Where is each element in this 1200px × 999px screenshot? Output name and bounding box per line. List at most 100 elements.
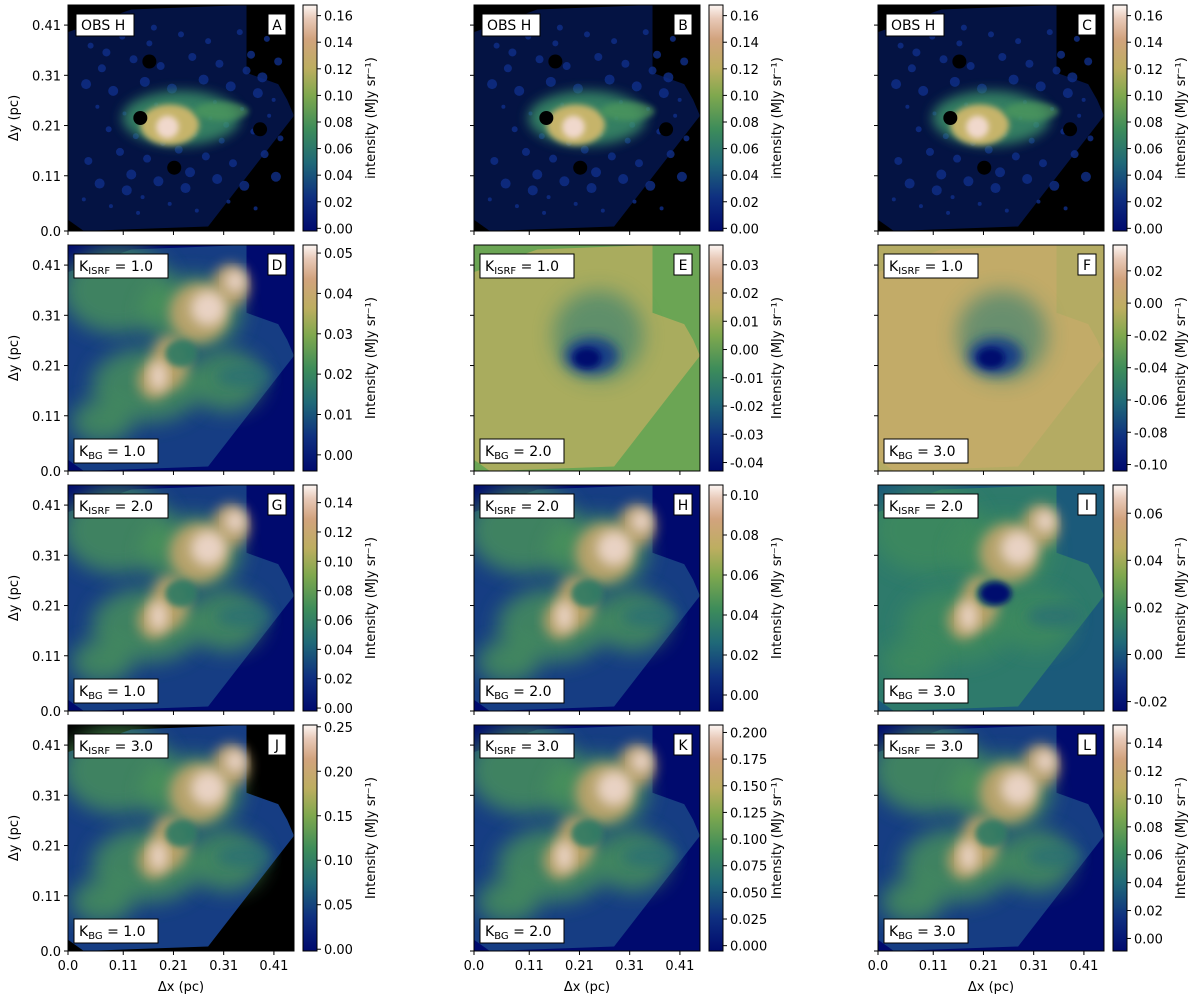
speckle bbox=[1004, 208, 1009, 213]
kbg-label: KBG = 1.0 bbox=[73, 918, 159, 944]
colorbar-tick-label: 0.150 bbox=[730, 780, 767, 795]
kbg-box bbox=[883, 678, 969, 704]
panel-frame bbox=[67, 244, 295, 472]
speckle bbox=[511, 126, 518, 133]
colorbar-tick-label: 0.01 bbox=[730, 315, 759, 330]
speckle bbox=[936, 169, 947, 180]
colorbar-tick-label: 0.00 bbox=[730, 689, 759, 704]
panel-a: 0.0 0.11 0.21 0.31 0.41 Δy (pc) A OBS H 0.00 0.02… bbox=[7, 4, 379, 240]
masked-star-0 bbox=[133, 111, 148, 125]
panel-tag-text: OBS H bbox=[487, 18, 531, 34]
colorbar-tick-label: 0.04 bbox=[730, 609, 759, 624]
speckle bbox=[1011, 152, 1020, 161]
kisrf-box bbox=[73, 493, 169, 519]
panel-letter: F bbox=[1083, 258, 1091, 274]
peak-blob-0 bbox=[596, 530, 632, 566]
kisrf-label: KISRF = 3.0 bbox=[479, 733, 575, 759]
speckle bbox=[226, 199, 231, 204]
colorbar-gradient bbox=[1112, 484, 1128, 712]
speckle bbox=[500, 178, 511, 189]
speckle bbox=[1062, 88, 1073, 99]
kisrf-text: KISRF = 2.0 bbox=[485, 499, 559, 517]
speckle bbox=[1077, 113, 1082, 118]
badge-box bbox=[673, 253, 693, 276]
speckle bbox=[521, 147, 530, 156]
speckle bbox=[562, 62, 571, 71]
speckle bbox=[212, 174, 223, 185]
speckle bbox=[669, 35, 676, 42]
speckle bbox=[624, 137, 631, 144]
x-tick-label: 0.11 bbox=[515, 959, 544, 974]
speckle bbox=[663, 72, 674, 83]
speckle bbox=[236, 29, 243, 36]
masked-star-2 bbox=[167, 160, 182, 175]
y-tick-label: 0.31 bbox=[32, 309, 61, 324]
lane-blob bbox=[217, 364, 272, 388]
speckle bbox=[963, 176, 974, 187]
colorbar-tick-label: 0.200 bbox=[730, 726, 767, 741]
colorbar-label: Intensity (MJy sr⁻¹) bbox=[1174, 297, 1189, 419]
colorbar-tick-label: 0.10 bbox=[730, 489, 759, 504]
speckle bbox=[594, 52, 603, 61]
colorbar: -0.10 -0.08 -0.06 -0.04 -0.02 0.00 0.02 Intensi… bbox=[1112, 244, 1189, 474]
tag-box bbox=[481, 13, 541, 37]
tag-box bbox=[885, 13, 945, 37]
panel-frame bbox=[67, 484, 295, 712]
kbg-label: KBG = 3.0 bbox=[883, 918, 969, 944]
speckle bbox=[81, 197, 86, 202]
core-peak bbox=[156, 115, 179, 139]
kisrf-text: KISRF = 1.0 bbox=[485, 259, 559, 277]
speckle bbox=[188, 52, 197, 61]
panel-letter-badge: G bbox=[267, 493, 287, 516]
cavity-blob bbox=[165, 339, 197, 368]
panel-letter: A bbox=[272, 18, 282, 34]
y-tick-label: 0.11 bbox=[32, 890, 61, 905]
peak-blob-2 bbox=[1035, 749, 1056, 773]
speckle bbox=[953, 154, 962, 163]
image-area bbox=[474, 5, 700, 231]
colorbar-tick-label: 0.01 bbox=[324, 409, 353, 424]
panel-letter: L bbox=[1083, 738, 1091, 754]
image-area bbox=[68, 245, 294, 471]
peak-blob-0 bbox=[1000, 770, 1036, 806]
speckle bbox=[102, 48, 111, 57]
colorbar-tick-label: 0.04 bbox=[324, 643, 353, 658]
nebula-emission bbox=[68, 486, 272, 684]
speckle bbox=[215, 59, 224, 68]
lane-blob bbox=[623, 844, 678, 868]
badge-box bbox=[1077, 733, 1097, 756]
colorbar-gradient bbox=[302, 724, 318, 952]
x-tick-label: 0.31 bbox=[615, 959, 644, 974]
colorbar-tick-label: 0.20 bbox=[324, 765, 353, 780]
colorbar-tick-label: 0.10 bbox=[1134, 89, 1163, 104]
speckle bbox=[891, 79, 902, 90]
y-axis-label: Δy (pc) bbox=[7, 815, 22, 861]
y-axis-label: Δy (pc) bbox=[7, 335, 22, 381]
speckle bbox=[904, 178, 915, 189]
panel-letter: H bbox=[678, 498, 689, 514]
speckle bbox=[1087, 135, 1094, 142]
panel-frame bbox=[877, 724, 1105, 952]
y-tick-label: 0.11 bbox=[32, 410, 61, 425]
speckle bbox=[178, 31, 184, 38]
masked-star-3 bbox=[952, 54, 967, 69]
speckle bbox=[653, 50, 662, 59]
speckle bbox=[140, 195, 145, 200]
colorbar-tick-label: 0.25 bbox=[324, 721, 353, 736]
colorbar-tick-label: 0.14 bbox=[1134, 737, 1163, 752]
speckle bbox=[949, 76, 960, 87]
speckle bbox=[253, 206, 258, 211]
panel-letter: J bbox=[274, 738, 279, 754]
kisrf-label: KISRF = 1.0 bbox=[73, 253, 169, 279]
panel-frame bbox=[67, 4, 295, 232]
speckle bbox=[1063, 206, 1068, 211]
colorbar: 0.00 0.02 0.04 0.06 0.08 0.10 0.12 0.14 0.16 inte… bbox=[302, 4, 379, 237]
colorbar-tick-label: 0.175 bbox=[730, 753, 767, 768]
masked-star-3 bbox=[548, 54, 563, 69]
kisrf-box bbox=[479, 733, 575, 759]
panel-i: I KISRF = 2.0 KBG = 3.0 -0.02 0.00 0.02 0.04 0.… bbox=[874, 484, 1189, 715]
colorbar-gradient bbox=[1112, 244, 1128, 472]
colorbar-tick-label: 0.12 bbox=[324, 526, 353, 541]
colorbar-tick-label: -0.02 bbox=[730, 400, 764, 415]
